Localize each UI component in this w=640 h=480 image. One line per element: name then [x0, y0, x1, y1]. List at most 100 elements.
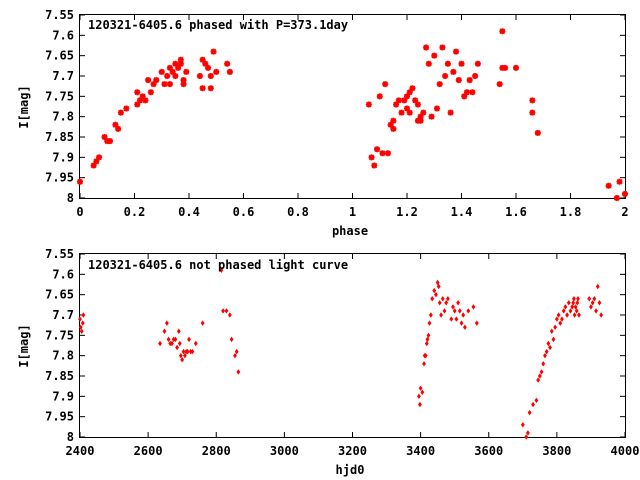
data-point	[78, 316, 82, 322]
y-tick-label: 7.85	[45, 130, 74, 144]
x-tick-label: 4000	[611, 444, 640, 458]
data-point	[170, 340, 174, 347]
data-point	[190, 348, 195, 355]
y-tick-label: 7.6	[52, 267, 74, 281]
data-point	[466, 308, 471, 314]
data-point	[406, 89, 413, 96]
data-point	[556, 312, 561, 318]
data-point	[587, 296, 592, 302]
data-point	[180, 77, 187, 84]
data-point	[554, 316, 559, 322]
data-point	[404, 93, 410, 100]
data-point	[406, 109, 413, 116]
data-point	[207, 73, 214, 79]
data-point	[575, 300, 580, 306]
x-tick-label: 3800	[542, 444, 571, 458]
x-tick-label: 0.8	[287, 205, 309, 219]
data-point	[417, 117, 424, 124]
data-point	[563, 304, 568, 310]
data-point	[117, 109, 124, 116]
data-point	[196, 73, 203, 79]
unphased-light-curve-panel: 2400 2600 2800 3000 3200 3400 3600 3800 4000 7.5…	[17, 247, 639, 477]
data-point	[577, 312, 581, 318]
data-point	[549, 328, 554, 334]
data-point	[433, 105, 440, 112]
data-point	[187, 336, 191, 343]
data-point	[417, 113, 424, 120]
data-point	[543, 352, 547, 359]
data-point	[409, 85, 416, 92]
data-point	[234, 348, 239, 355]
data-point	[449, 316, 454, 322]
data-point	[164, 73, 171, 79]
y-tick-label: 7.8	[52, 349, 74, 363]
data-point	[544, 348, 549, 355]
data-point	[226, 68, 233, 75]
data-point	[80, 320, 85, 326]
data-point	[376, 93, 383, 100]
data-point	[527, 409, 532, 416]
y-tick-label: 7.8	[52, 110, 74, 124]
data-point	[423, 352, 428, 359]
data-point	[502, 64, 509, 71]
y-tick-label: 7.6	[52, 28, 74, 42]
data-point	[374, 146, 381, 153]
data-point	[425, 336, 430, 343]
data-point	[164, 320, 169, 326]
y-tick-label: 7.65	[45, 49, 74, 63]
data-point	[594, 308, 598, 314]
x-tick-label: 0	[76, 205, 83, 219]
data-point	[150, 81, 157, 88]
data-point	[444, 300, 449, 306]
data-point	[233, 352, 237, 359]
data-point	[546, 340, 551, 347]
x-axis-ticks: 2400 2600 2800 3000 3200 3400 3600 3800 4000	[66, 254, 640, 458]
data-point	[213, 68, 220, 75]
data-point	[134, 89, 141, 96]
data-point	[227, 312, 232, 318]
data-point	[395, 97, 402, 104]
data-point	[161, 81, 168, 88]
y-tick-label: 7.95	[45, 171, 74, 185]
data-point	[401, 97, 408, 104]
data-point	[447, 109, 454, 116]
data-point	[597, 300, 602, 306]
data-point	[589, 304, 593, 310]
data-point	[425, 60, 432, 67]
x-axis-label: hjd0	[336, 463, 365, 477]
x-tick-label: 1.4	[451, 205, 473, 219]
y-axis-ticks: 7.55 7.6 7.65 7.7 7.75 7.8 7.85 7.9 7.95 8	[45, 247, 625, 444]
x-axis-ticks: 0 0.2 0.4 0.6 0.8 1 1.2 1.4 1.6 1.8 2	[76, 15, 629, 219]
data-point	[566, 300, 571, 306]
x-tick-label: 3400	[406, 444, 435, 458]
data-point	[469, 89, 476, 96]
data-point	[172, 73, 179, 79]
data-point	[436, 283, 441, 290]
data-point	[599, 312, 604, 318]
data-point	[560, 316, 564, 322]
data-point	[177, 60, 184, 67]
data-point	[435, 279, 440, 286]
data-point	[595, 283, 600, 290]
x-tick-label: 2800	[202, 444, 231, 458]
data-point	[81, 312, 86, 318]
data-point	[166, 336, 171, 343]
data-point	[572, 312, 577, 318]
data-point	[616, 178, 623, 185]
data-point	[78, 324, 83, 330]
data-point	[224, 60, 231, 67]
data-point	[193, 340, 198, 347]
y-axis-ticks: 7.55 7.6 7.65 7.7 7.75 7.8 7.85 7.9 7.95 8	[45, 8, 625, 205]
chart-title: 120321-6405.6 not phased light curve	[88, 258, 348, 272]
data-point	[145, 77, 152, 84]
data-point	[457, 308, 462, 314]
data-point	[558, 320, 563, 326]
data-point	[414, 101, 421, 108]
data-point	[472, 73, 479, 79]
data-point	[158, 68, 165, 75]
x-axis-label: phase	[332, 224, 368, 238]
x-tick-label: 0.6	[233, 205, 255, 219]
data-points	[78, 267, 604, 440]
data-point	[474, 60, 481, 67]
